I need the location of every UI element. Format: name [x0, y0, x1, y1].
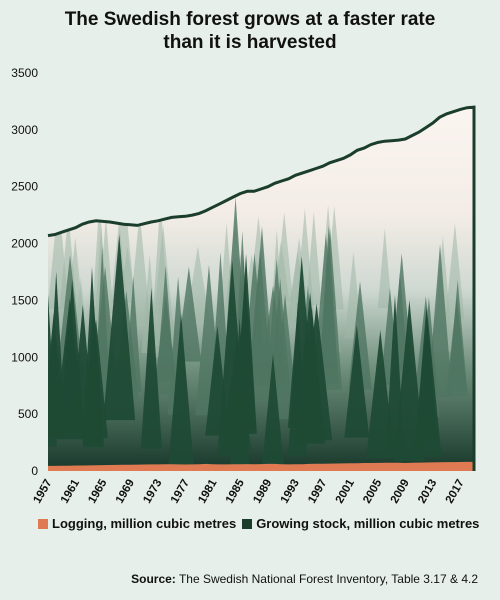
x-tick-label: 1989 [251, 478, 274, 506]
y-tick-label: 2500 [11, 180, 38, 194]
logging-area [48, 461, 474, 471]
y-tick-label: 2000 [11, 237, 38, 251]
legend: Logging, million cubic metres Growing st… [38, 516, 485, 531]
x-tick-label: 1981 [196, 477, 219, 506]
y-tick-label: 1500 [11, 293, 38, 307]
tree-silhouette [274, 294, 296, 395]
x-tick-label: 1969 [114, 478, 137, 506]
x-tick-label: 1957 [31, 478, 54, 506]
forest-illustration [48, 176, 468, 471]
legend-label-logging: Logging, million cubic metres [52, 516, 237, 531]
tree-silhouette [427, 243, 453, 398]
y-tick-label: 1000 [11, 350, 38, 364]
x-tick-label: 1997 [306, 478, 329, 506]
tree-silhouette [261, 353, 285, 471]
x-tick-label: 2001 [334, 477, 357, 506]
x-tick-label: 1993 [279, 478, 302, 506]
tree-silhouette [48, 312, 66, 434]
legend-swatch-growing-stock [242, 518, 253, 529]
x-tick-label: 2017 [444, 478, 467, 506]
tree-silhouette [140, 287, 162, 449]
plot-area [47, 105, 476, 471]
y-axis: 0 500 1000 1500 2000 2500 3000 3500 [11, 66, 38, 478]
chart-title: The Swedish forest grows at a faster rat… [0, 8, 500, 54]
legend-item-logging: Logging, million cubic metres [38, 516, 236, 531]
tree-silhouette [447, 279, 468, 397]
x-tick-label: 1973 [141, 478, 164, 506]
tree-silhouette [168, 313, 194, 465]
x-tick-label: 1965 [86, 477, 109, 506]
tree-silhouette [306, 210, 322, 306]
x-tick-label: 1977 [169, 478, 192, 506]
tree-silhouette [377, 228, 392, 309]
x-axis: 1957 1961 1965 1969 1973 1977 1981 1985 1989 1993… [31, 477, 466, 506]
tree-silhouette [103, 234, 136, 421]
x-tick-label: 1961 [59, 477, 82, 506]
y-tick-label: 500 [18, 407, 38, 421]
tree-silhouette [82, 266, 102, 445]
y-tick-label: 3000 [11, 123, 38, 137]
tree-silhouette [344, 324, 370, 438]
tree-silhouette [319, 225, 338, 370]
x-tick-label: 2013 [416, 478, 439, 506]
x-tick-label: 2009 [389, 478, 412, 506]
chart-title-line-2: than it is harvested [163, 32, 337, 53]
x-tick-label: 1985 [224, 477, 247, 506]
legend-label-growing-stock: Growing stock, million cubic metres [256, 516, 480, 531]
legend-item-growing-stock: Growing stock, million cubic metres [242, 516, 479, 531]
tree-silhouette [48, 196, 69, 310]
legend-swatch-logging [38, 518, 48, 529]
tree-silhouette [445, 223, 465, 320]
source-note: Source: The Swedish National Forest Inve… [131, 572, 478, 586]
chart-title-line-1: The Swedish forest grows at a faster rat… [64, 9, 436, 30]
growing-stock-line [47, 105, 476, 471]
y-tick-label: 3500 [11, 66, 38, 80]
x-tick-label: 2005 [361, 477, 384, 506]
source-text: The Swedish National Forest Inventory, T… [178, 572, 478, 586]
tree-silhouette [222, 338, 252, 451]
source-label: Source: [131, 572, 176, 586]
tree-silhouette [366, 329, 395, 459]
tree-silhouette [295, 292, 326, 444]
tree-silhouette [205, 325, 230, 436]
y-tick-label: 0 [31, 464, 38, 478]
tree-silhouette [153, 294, 178, 396]
tree-silhouette [413, 314, 442, 457]
